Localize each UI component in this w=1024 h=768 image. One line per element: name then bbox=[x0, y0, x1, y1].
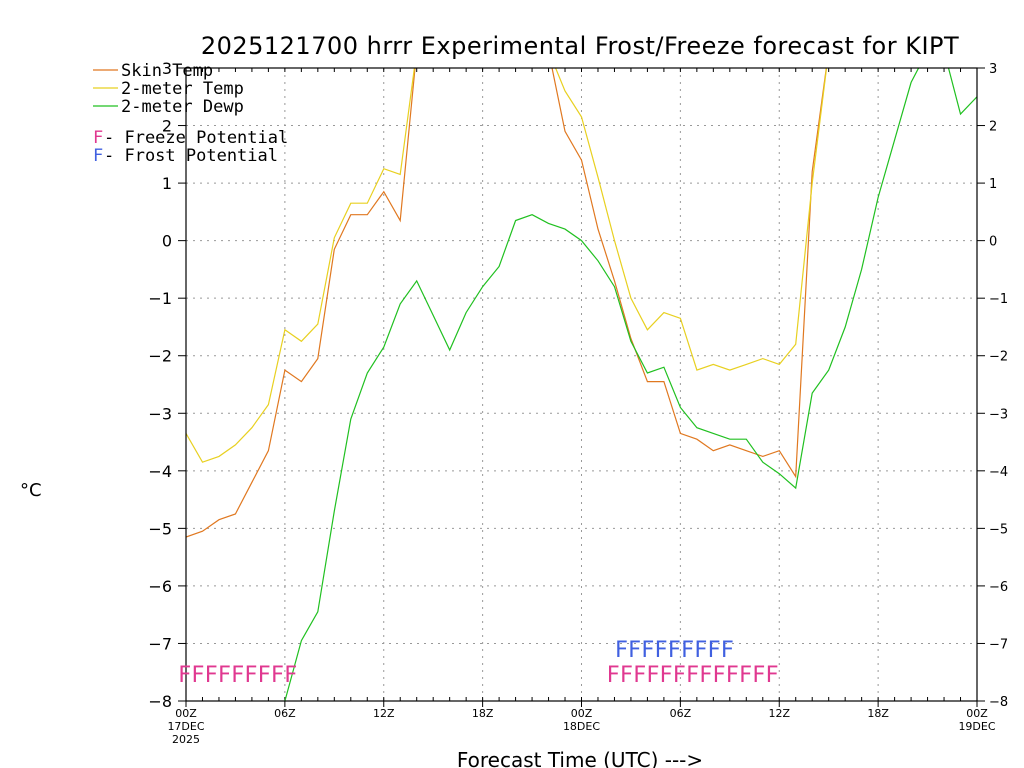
legend-label: 2-meter Temp bbox=[121, 79, 244, 99]
y-tick-label-right: −5 bbox=[989, 522, 1008, 537]
x-tick-date: 19DEC bbox=[958, 720, 995, 733]
grid bbox=[185, 68, 978, 701]
y-tick-label-left: 3 bbox=[162, 59, 172, 78]
y-tick-label-left: −1 bbox=[148, 289, 172, 308]
y-tick-label-right: −3 bbox=[989, 407, 1008, 422]
chart-title: 2025121700 hrrr Experimental Frost/Freez… bbox=[201, 32, 959, 60]
y-tick-label-right: −2 bbox=[989, 350, 1008, 365]
x-tick-label: 00Z bbox=[966, 707, 988, 720]
y-tick-label-right: 2 bbox=[989, 120, 997, 135]
x-tick-label: 06Z bbox=[670, 707, 692, 720]
series-line-2-meter-temp bbox=[186, 68, 415, 463]
y-axis-left: −8 −7 −6 −5 −4 −3 −2 −1 0 1 2 3 bbox=[148, 59, 186, 711]
y-tick-label-left: 1 bbox=[162, 174, 172, 193]
x-tick-date: 18DEC bbox=[563, 720, 600, 733]
x-tick-label: 18Z bbox=[867, 707, 889, 720]
y-axis-label: °C bbox=[20, 480, 42, 501]
x-tick-label: 12Z bbox=[768, 707, 790, 720]
series-line-2-meter-temp bbox=[554, 68, 828, 371]
y-tick-label-left: −3 bbox=[148, 404, 172, 423]
y-tick-label-right: −1 bbox=[989, 292, 1008, 307]
x-tick-label: 00Z bbox=[571, 707, 593, 720]
y-tick-label-left: −2 bbox=[148, 347, 172, 366]
potential-legend-marker: F bbox=[93, 146, 103, 166]
freeze-marker-run: FFFFFFFFFFFFF bbox=[606, 663, 778, 688]
y-tick-label-right: −8 bbox=[989, 695, 1008, 710]
y-tick-label-left: −6 bbox=[148, 577, 172, 596]
y-axis-right: −8 −7 −6 −5 −4 −3 −2 −1 0 1 2 3 bbox=[977, 62, 1008, 710]
frost-marker-run: FFFFFFFFF bbox=[615, 638, 734, 663]
series-line-skin-temp bbox=[551, 68, 827, 479]
legend-label: Skin Temp bbox=[121, 61, 213, 81]
y-tick-label-left: −5 bbox=[148, 519, 172, 538]
x-axis-label: Forecast Time (UTC) ---> bbox=[457, 748, 703, 768]
legend-label: 2-meter Dewp bbox=[121, 97, 244, 117]
series-line-skin-temp bbox=[186, 68, 416, 538]
x-tick-label: 18Z bbox=[472, 707, 494, 720]
x-tick-label: 00Z bbox=[175, 707, 197, 720]
y-tick-label-right: −6 bbox=[989, 580, 1008, 595]
series-line-2-meter-dewp bbox=[284, 68, 977, 701]
series-layer bbox=[186, 68, 977, 701]
freeze-marker-run: FFFFFFFFF bbox=[178, 663, 297, 688]
y-tick-label-left: −7 bbox=[148, 634, 172, 653]
y-tick-label-right: 3 bbox=[989, 62, 997, 77]
potential-legend-marker: F bbox=[93, 128, 103, 148]
y-tick-label-right: 0 bbox=[989, 235, 997, 250]
potential-legend-label: - Freeze Potential bbox=[104, 128, 288, 148]
potential-legend-label: - Frost Potential bbox=[104, 146, 278, 166]
x-tick-label: 12Z bbox=[373, 707, 395, 720]
y-tick-label-left: −4 bbox=[148, 462, 172, 481]
y-tick-label-right: −7 bbox=[989, 637, 1008, 652]
y-tick-label-left: 0 bbox=[162, 232, 172, 251]
y-tick-label-right: 1 bbox=[989, 177, 997, 192]
x-tick-date: 17DEC bbox=[167, 720, 204, 733]
x-tick-label: 06Z bbox=[274, 707, 296, 720]
y-tick-label-right: −4 bbox=[989, 465, 1008, 480]
x-tick-year: 2025 bbox=[172, 733, 200, 746]
y-tick-label-left: 2 bbox=[162, 117, 172, 136]
y-tick-label-left: −8 bbox=[148, 692, 172, 711]
